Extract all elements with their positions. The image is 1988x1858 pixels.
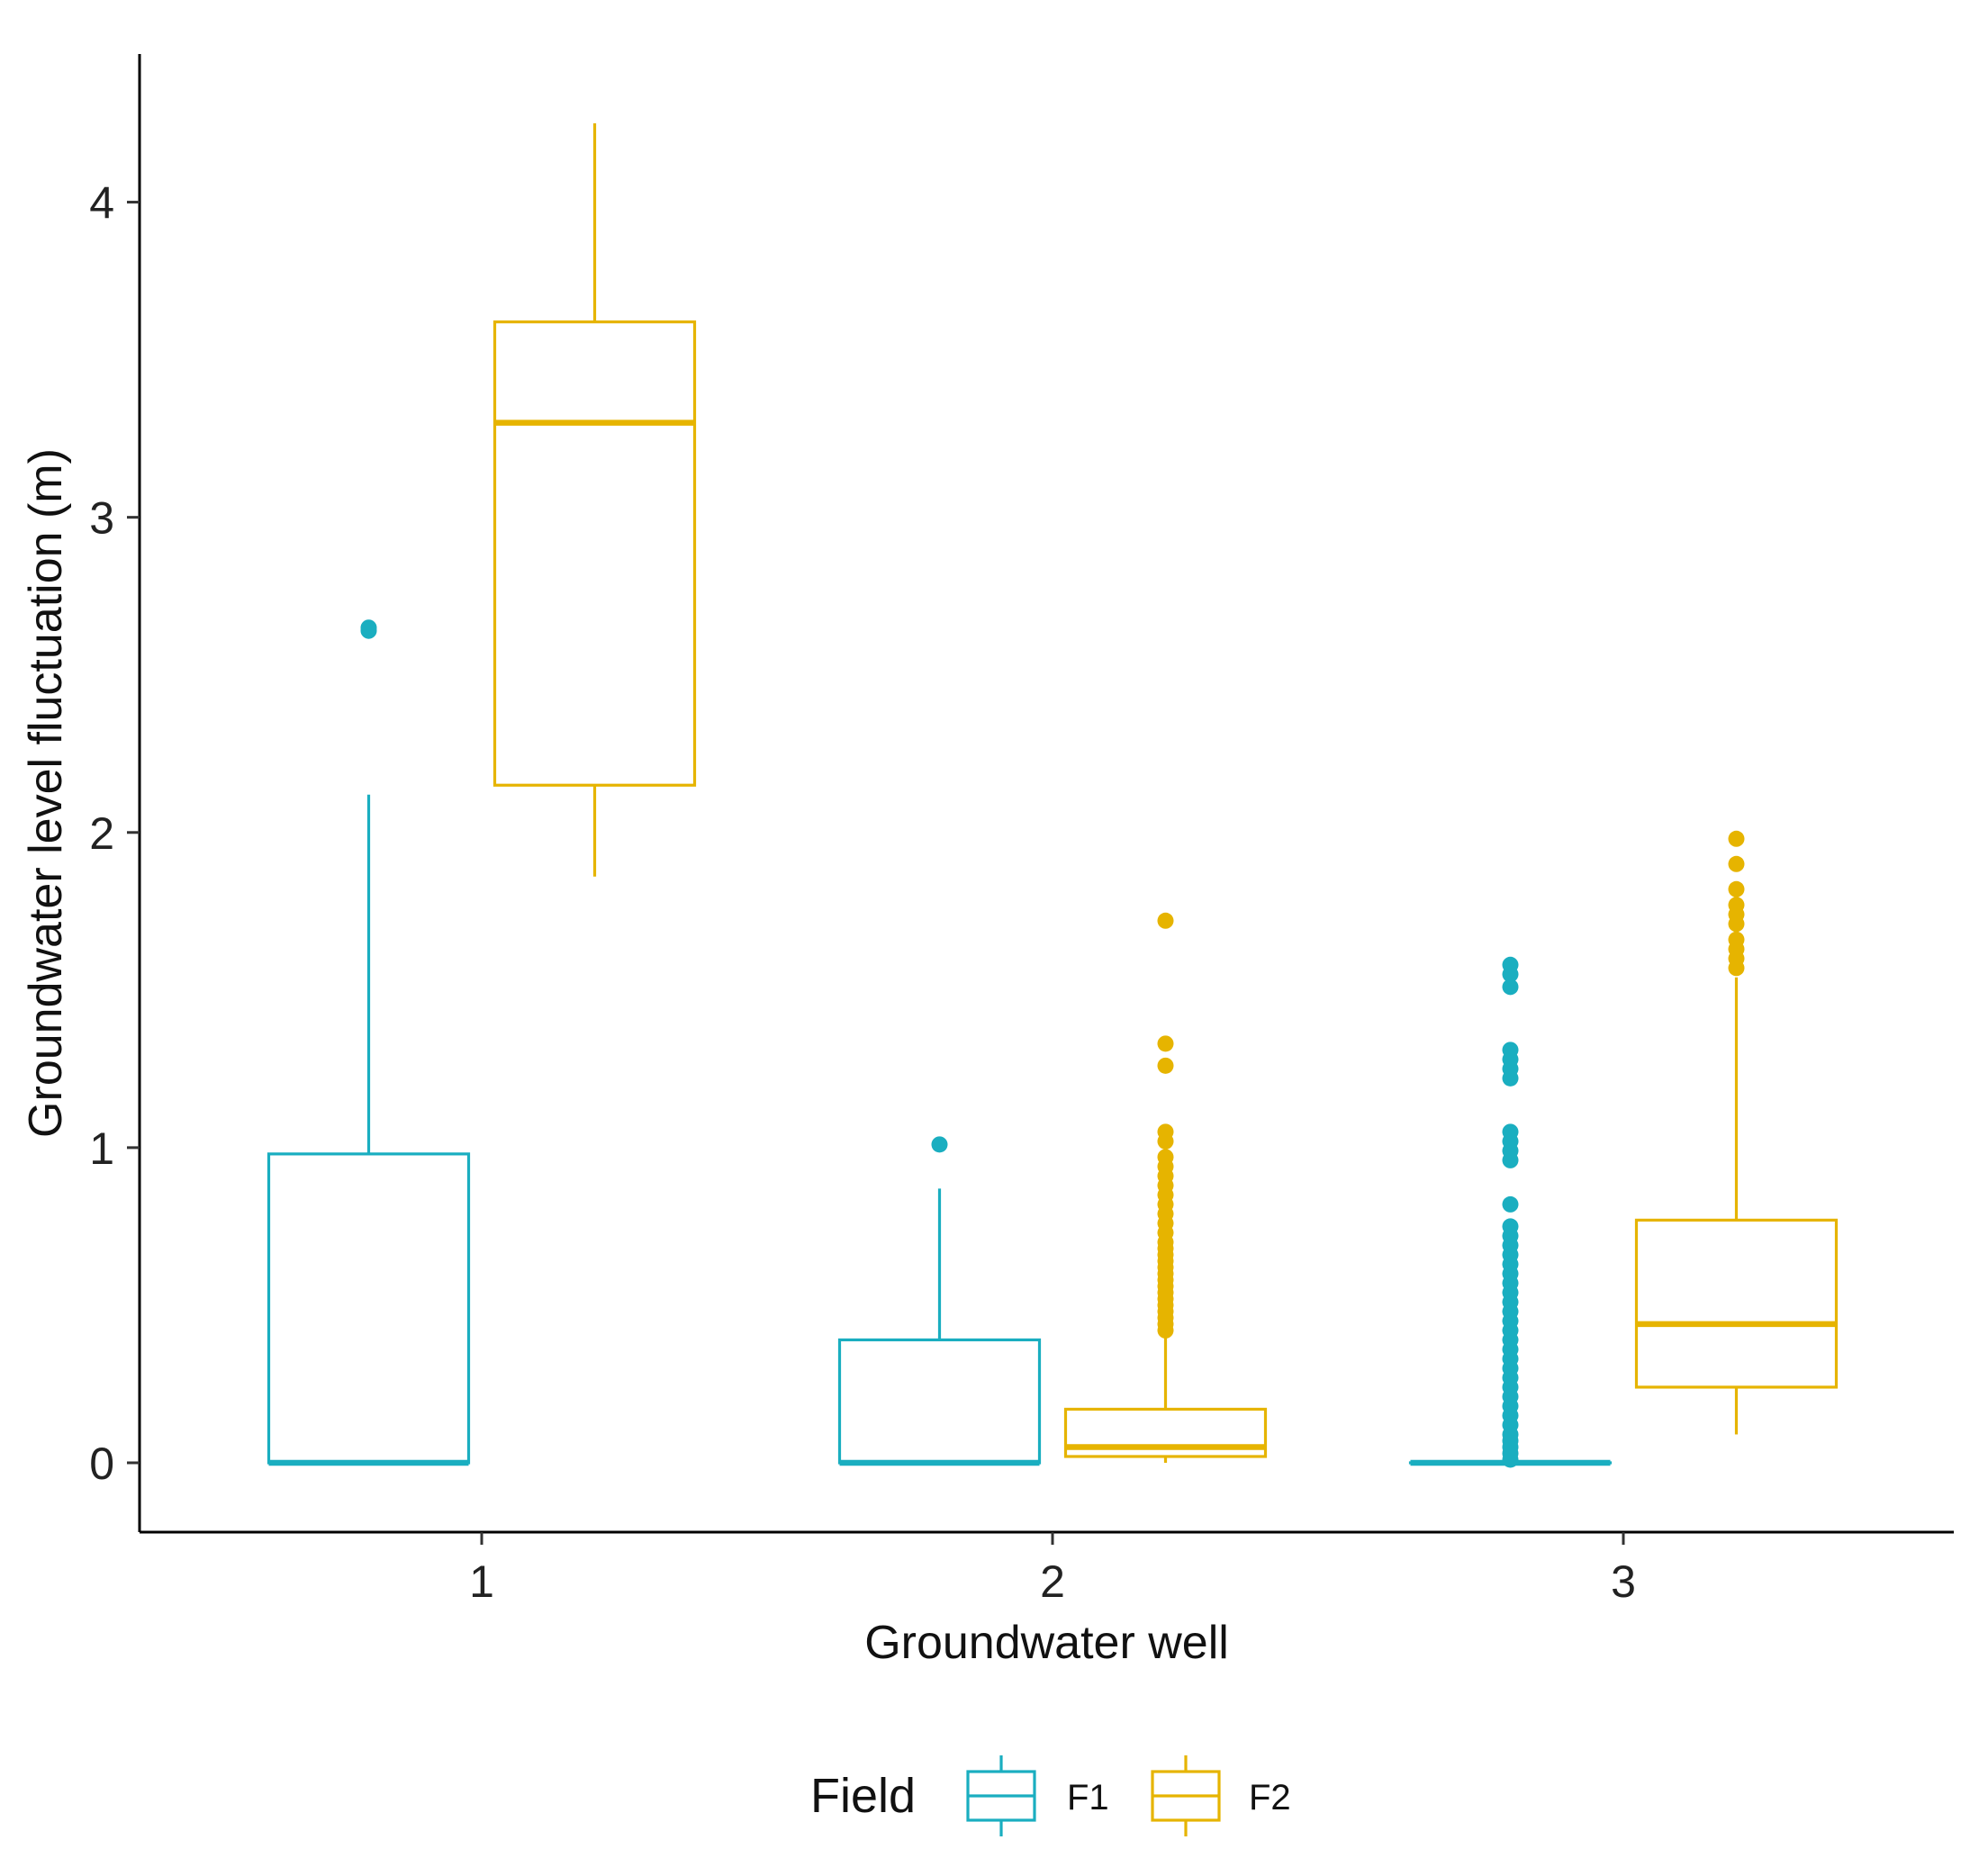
- box-f1-well-3: [1408, 956, 1613, 1468]
- legend-label: F1: [1067, 1778, 1109, 1817]
- outlier-point: [1728, 830, 1745, 847]
- outlier-point: [1502, 956, 1519, 973]
- box-f1-well-2: [837, 1136, 1042, 1466]
- outlier-point: [931, 1136, 948, 1153]
- box-rect: [267, 1152, 471, 1465]
- y-tick-label: 4: [89, 178, 114, 229]
- outlier-point: [1502, 1195, 1519, 1213]
- box-f1-well-1: [267, 619, 471, 1466]
- y-tick-label: 2: [89, 808, 114, 859]
- box-rect: [837, 1338, 1042, 1465]
- outlier-point: [1502, 1123, 1519, 1141]
- outlier-point: [1157, 1057, 1174, 1074]
- legend-item-f1: F1: [966, 1755, 1109, 1836]
- box-rect: [1634, 1218, 1839, 1389]
- box-f2-well-3: [1634, 830, 1839, 1435]
- outlier-point: [1728, 855, 1745, 872]
- x-tick-label: 3: [1611, 1556, 1636, 1607]
- x-axis-title: Groundwater well: [864, 1617, 1229, 1669]
- outlier-point: [1157, 1035, 1174, 1052]
- legend: Field F1 F2: [810, 1755, 1291, 1836]
- outlier-point: [1728, 880, 1745, 897]
- box-f2-well-2: [1063, 912, 1268, 1463]
- legend-title: Field: [810, 1769, 916, 1823]
- outlier-point: [1502, 979, 1519, 996]
- y-tick-label: 0: [89, 1439, 114, 1489]
- box-f2-well-1: [492, 123, 697, 877]
- y-axis-title: Groundwater level fluctuation (m): [20, 448, 72, 1138]
- box-rect: [1063, 1407, 1268, 1458]
- y-tick-label: 3: [89, 493, 114, 544]
- axes: 0 1 2 3 4 1 2 3: [89, 54, 1954, 1607]
- legend-item-f2: F2: [1151, 1755, 1291, 1836]
- plot-area: [267, 123, 1839, 1468]
- outlier-point: [360, 619, 377, 636]
- outlier-point: [1502, 1218, 1519, 1235]
- outlier-point: [1728, 897, 1745, 914]
- outlier-point: [1157, 1123, 1174, 1141]
- outlier-point: [1157, 1149, 1174, 1166]
- outlier-point: [1157, 912, 1174, 929]
- x-tick-label: 2: [1040, 1556, 1065, 1607]
- legend-label: F2: [1249, 1778, 1291, 1817]
- box-rect: [492, 320, 697, 787]
- outlier-point: [1502, 1042, 1519, 1059]
- y-tick-label: 1: [89, 1123, 114, 1174]
- outlier-point: [1728, 931, 1745, 948]
- x-tick-label: 1: [469, 1556, 494, 1607]
